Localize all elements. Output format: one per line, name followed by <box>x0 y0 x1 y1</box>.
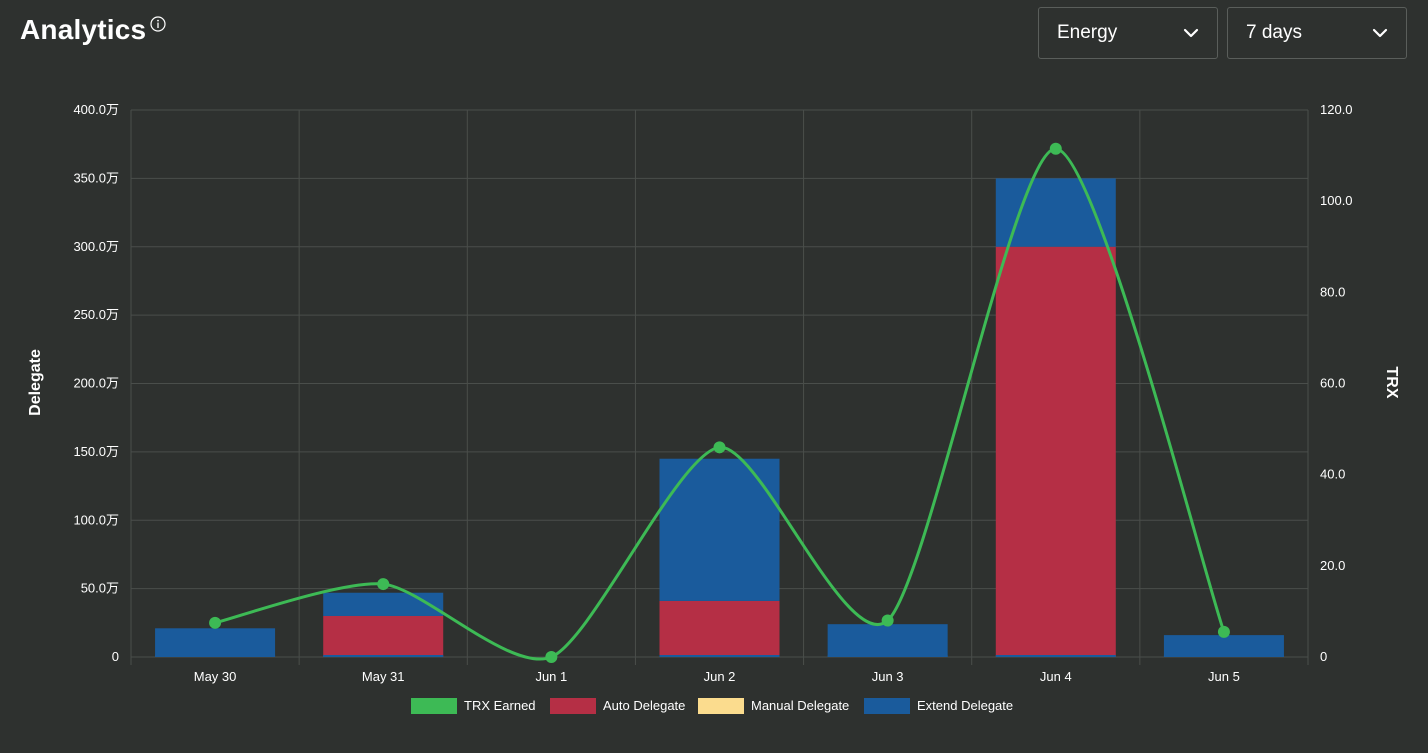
bar-baseline <box>155 655 276 657</box>
trx-earned-point <box>545 651 558 663</box>
y-left-axis-title: Delegate <box>27 349 44 416</box>
bar-baseline <box>659 655 780 657</box>
page-title: Analytics <box>20 14 166 46</box>
bar-baseline <box>323 655 444 657</box>
bar-extend-delegate <box>827 624 948 657</box>
legend-label: Extend Delegate <box>917 698 1013 713</box>
y-right-tick-label: 120.0 <box>1320 102 1353 117</box>
bar-extend-delegate <box>995 178 1116 247</box>
x-tick-label: Jun 5 <box>1208 669 1240 684</box>
resource-select[interactable]: Energy <box>1038 7 1218 59</box>
y-right-tick-label: 40.0 <box>1320 467 1345 482</box>
trx-earned-point <box>713 441 726 454</box>
y-left-tick-label: 400.0万 <box>73 102 119 117</box>
y-left-tick-label: 0 <box>112 649 119 664</box>
bar-auto-delegate <box>323 615 444 657</box>
bar-auto-delegate <box>995 246 1116 657</box>
bar-extend-delegate <box>659 458 780 601</box>
y-left-tick-label: 350.0万 <box>73 170 119 185</box>
x-tick-label: Jun 1 <box>535 669 567 684</box>
y-left-tick-label: 100.0万 <box>73 512 119 527</box>
trx-earned-line <box>214 147 1226 661</box>
y-right-tick-label: 100.0 <box>1320 193 1353 208</box>
y-left-tick-label: 250.0万 <box>73 307 119 322</box>
info-icon[interactable] <box>150 16 166 32</box>
bar-baseline <box>827 655 948 657</box>
x-tick-label: May 31 <box>362 669 405 684</box>
bar-baseline <box>995 655 1116 657</box>
bar-auto-delegate <box>659 600 780 657</box>
y-right-tick-label: 20.0 <box>1320 558 1345 573</box>
y-left-tick-label: 150.0万 <box>73 444 119 459</box>
trx-earned-point <box>209 616 222 629</box>
y-left-tick-label: 50.0万 <box>81 581 119 596</box>
range-select[interactable]: 7 days <box>1227 7 1407 59</box>
page-title-text: Analytics <box>20 14 147 45</box>
x-tick-label: May 30 <box>194 669 237 684</box>
x-tick-label: Jun 4 <box>1040 669 1072 684</box>
trx-earned-point <box>1217 625 1230 638</box>
bar-extend-delegate <box>155 628 276 657</box>
y-right-tick-label: 60.0 <box>1320 376 1345 391</box>
axes: 0 50.0万 100.0万 150.0万 200.0万 250.0万 300.0万 350.… <box>27 102 1400 684</box>
y-right-tick-label: 0 <box>1320 649 1327 664</box>
y-right-axis-title: TRX <box>1383 367 1400 399</box>
chevron-down-icon <box>1372 28 1388 38</box>
legend: TRX Earned Auto Delegate Manual Delegate Ex… <box>411 698 1013 714</box>
legend-label: Manual Delegate <box>751 698 849 713</box>
bar-baseline <box>1163 655 1284 657</box>
trx-earned-point <box>1049 142 1062 155</box>
legend-label: TRX Earned <box>464 698 536 713</box>
trx-earned-point <box>881 614 894 627</box>
x-tick-label: Jun 3 <box>872 669 904 684</box>
resource-select-value: Energy <box>1057 22 1118 43</box>
legend-label: Auto Delegate <box>603 698 685 713</box>
y-left-tick-label: 300.0万 <box>73 239 119 254</box>
range-select-value: 7 days <box>1246 22 1302 43</box>
legend-swatch <box>550 698 596 714</box>
legend-swatch <box>864 698 910 714</box>
legend-swatch <box>698 698 744 714</box>
y-right-tick-label: 80.0 <box>1320 284 1345 299</box>
x-tick-label: Jun 2 <box>704 669 736 684</box>
legend-swatch <box>411 698 457 714</box>
chevron-down-icon <box>1183 28 1199 38</box>
trx-line <box>209 142 1230 663</box>
trx-earned-point <box>377 578 390 591</box>
bars <box>155 178 1284 657</box>
y-left-tick-label: 200.0万 <box>73 376 119 391</box>
bar-extend-delegate <box>323 592 444 616</box>
bar-extend-delegate <box>1163 635 1284 657</box>
